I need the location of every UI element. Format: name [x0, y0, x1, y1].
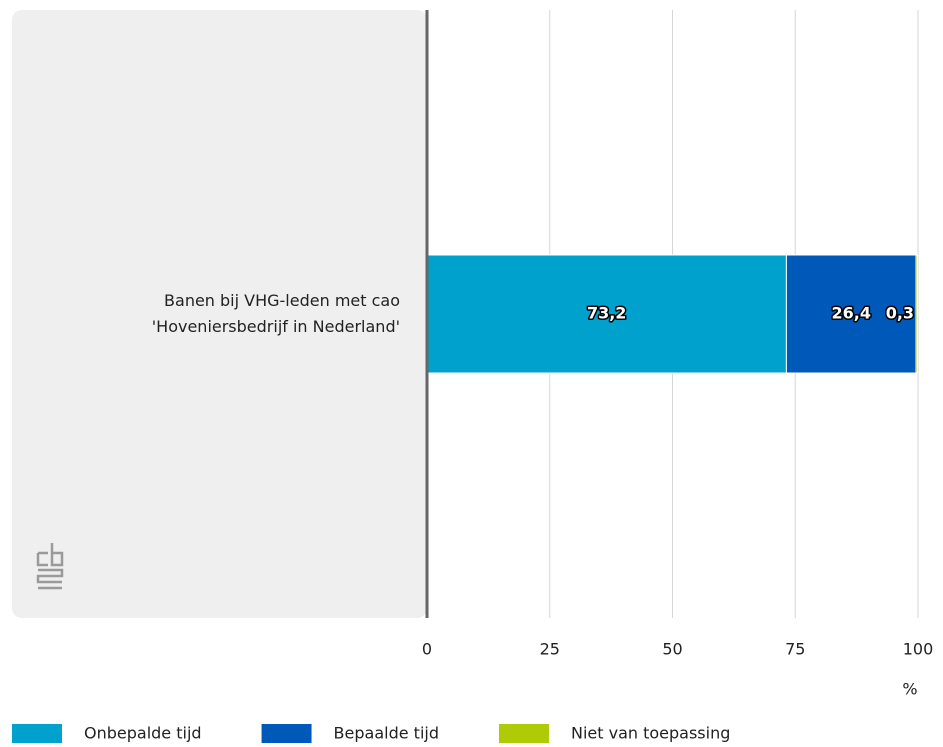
cbs-logo [36, 543, 64, 590]
bar-segment [915, 254, 919, 374]
data-label: 0,3 [886, 304, 914, 323]
x-tick-label: 0 [422, 640, 432, 659]
bar-segment [426, 254, 787, 374]
category-label: Banen bij VHG-leden met cao 'Hoveniersbed… [152, 291, 400, 336]
x-tick-label: 75 [785, 640, 805, 659]
x-tick-label: 25 [540, 640, 560, 659]
legend-swatch [261, 724, 312, 743]
x-axis-label: % [902, 680, 917, 699]
data-label: 73,2 [587, 304, 626, 323]
legend-label: Onbepalde tijd [84, 724, 202, 743]
legend-swatch [12, 724, 62, 743]
x-tick-label: 100 [903, 640, 934, 659]
category-panel [12, 10, 427, 618]
legend-label: Bepaalde tijd [334, 724, 439, 743]
bar-segment [785, 254, 917, 374]
legend-label: Niet van toepassing [571, 724, 730, 743]
legend-swatch [498, 724, 549, 743]
x-tick-label: 50 [662, 640, 682, 659]
data-label: 26,4 [831, 304, 870, 323]
